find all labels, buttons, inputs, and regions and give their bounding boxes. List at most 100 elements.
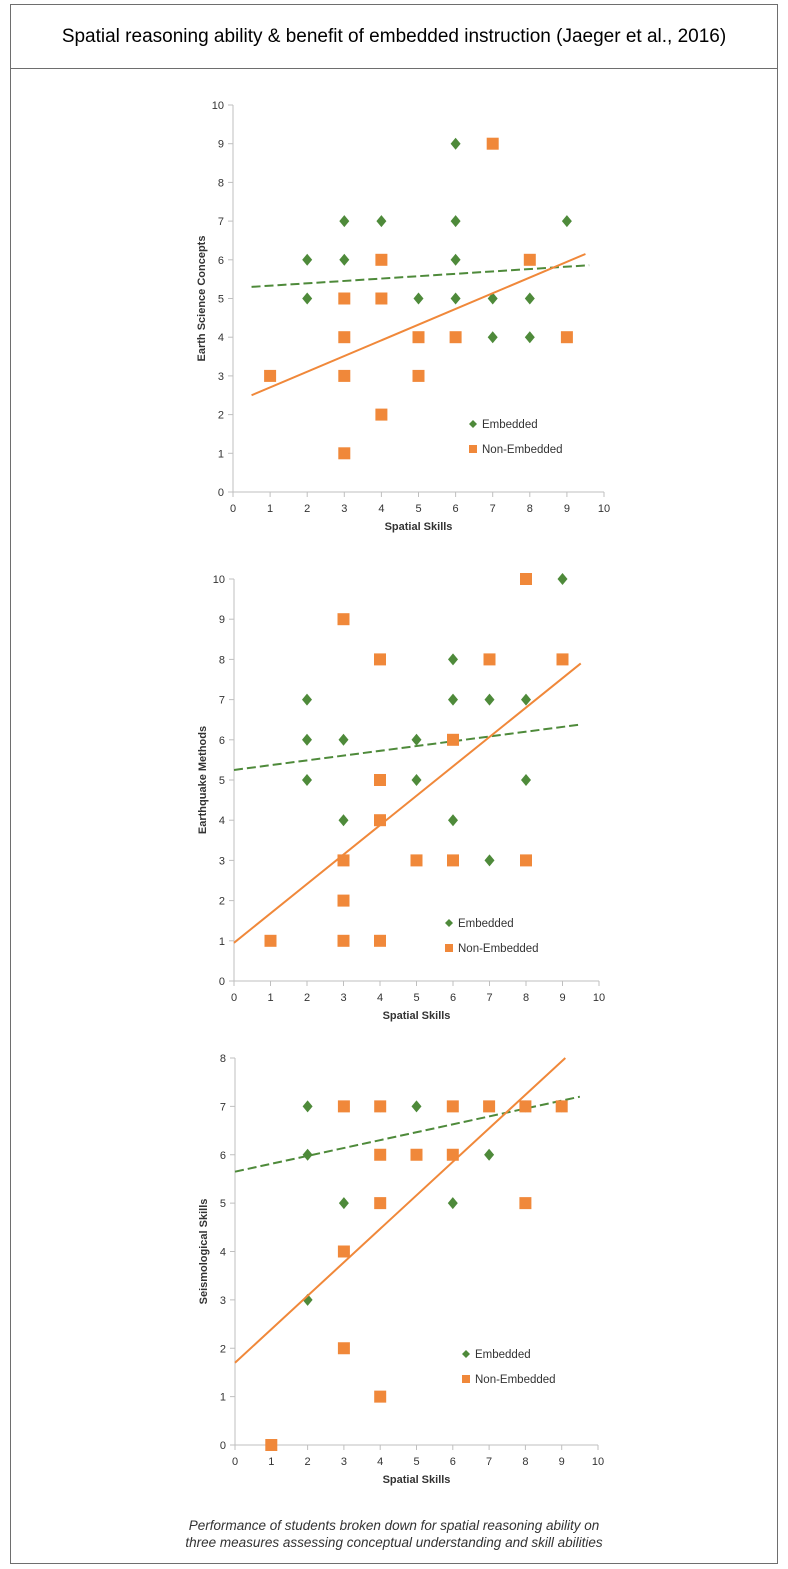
- x-tick-label: 6: [450, 992, 456, 1004]
- chart-earthquake-methods: 0 1 2 3 4 5 6 7 8 9 10 0 1 2 3 4 5 6 7 8 9 10 Spatial Skills Ea…: [197, 573, 605, 1022]
- series-non-embedded: [264, 573, 569, 947]
- caption-line-2: three measures assessing conceptual unde…: [185, 1535, 603, 1550]
- x-tick-label: 10: [592, 1456, 604, 1468]
- y-tick-label: 3: [218, 371, 224, 383]
- data-point-non-embedded: [374, 653, 386, 666]
- data-point-non-embedded: [560, 331, 573, 344]
- y-tick-label: 6: [220, 1150, 226, 1162]
- y-tick-label: 1: [219, 936, 225, 948]
- legend-marker-non-embedded: [445, 944, 453, 952]
- data-point-non-embedded: [486, 137, 499, 150]
- y-tick-label: 2: [219, 896, 225, 908]
- data-point-non-embedded: [337, 934, 350, 947]
- data-point-embedded: [338, 1197, 349, 1210]
- x-tick-label: 2: [304, 503, 310, 515]
- x-tick-label: 1: [268, 1456, 274, 1468]
- data-point-non-embedded: [337, 894, 350, 907]
- data-point-embedded: [302, 774, 312, 786]
- data-point-non-embedded: [556, 653, 569, 666]
- data-point-embedded: [524, 292, 535, 305]
- data-point-non-embedded: [410, 1148, 423, 1161]
- data-point-embedded: [448, 653, 458, 666]
- data-point-non-embedded: [375, 292, 388, 305]
- x-axis-label: Spatial Skills: [385, 521, 453, 533]
- data-point-embedded: [447, 1197, 458, 1210]
- legend-label: Embedded: [482, 419, 538, 431]
- data-point-non-embedded: [374, 1100, 387, 1113]
- data-point-non-embedded: [449, 331, 462, 344]
- x-tick-label: 8: [523, 992, 529, 1004]
- data-point-non-embedded: [338, 447, 351, 460]
- data-point-non-embedded: [374, 934, 386, 947]
- data-point-embedded: [524, 331, 535, 344]
- y-tick-label: 10: [213, 574, 225, 586]
- data-point-non-embedded: [265, 1439, 278, 1451]
- data-point-embedded: [302, 1100, 313, 1113]
- data-point-non-embedded: [412, 331, 425, 344]
- y-tick-label: 7: [219, 695, 225, 707]
- data-point-non-embedded: [374, 1197, 387, 1210]
- y-tick-label: 8: [218, 177, 224, 189]
- y-axis-label: Earth Science Concepts: [196, 236, 208, 362]
- data-point-non-embedded: [374, 1390, 387, 1403]
- caption-line-1: Performance of students broken down for …: [188, 1518, 600, 1533]
- legend-marker-embedded: [462, 1350, 470, 1358]
- page-title: Spatial reasoning ability & benefit of e…: [61, 25, 727, 47]
- trendline-embedded: [251, 264, 590, 288]
- data-point-non-embedded: [483, 653, 496, 666]
- y-tick-label: 5: [219, 775, 225, 787]
- data-point-non-embedded: [338, 369, 351, 382]
- data-point-embedded: [302, 1148, 313, 1161]
- y-tick-label: 10: [212, 100, 224, 112]
- data-point-embedded: [411, 733, 422, 746]
- series-non-embedded: [265, 1100, 568, 1451]
- x-tick-label: 4: [377, 992, 383, 1004]
- x-tick-label: 7: [486, 992, 492, 1004]
- data-point-non-embedded: [375, 408, 388, 421]
- data-point-embedded: [376, 215, 387, 228]
- x-tick-label: 3: [340, 992, 346, 1004]
- legend-marker-embedded: [445, 919, 453, 927]
- data-point-embedded: [411, 1100, 422, 1113]
- x-tick-label: 3: [341, 503, 347, 515]
- y-tick-label: 2: [220, 1343, 226, 1355]
- y-tick-label: 9: [218, 139, 224, 151]
- data-point-non-embedded: [523, 253, 536, 266]
- legend-label: Non-Embedded: [482, 444, 563, 456]
- data-point-embedded: [450, 137, 461, 150]
- y-tick-label: 8: [219, 654, 225, 666]
- series-embedded: [302, 137, 572, 344]
- legend-label: Non-Embedded: [475, 1374, 556, 1386]
- x-tick-label: 6: [453, 503, 459, 515]
- data-point-embedded: [484, 854, 495, 867]
- figure-frame: Spatial reasoning ability & benefit of e…: [10, 4, 778, 1564]
- y-tick-label: 7: [218, 216, 224, 228]
- data-point-embedded: [521, 693, 531, 706]
- x-tick-label: 9: [559, 1456, 565, 1468]
- data-point-non-embedded: [337, 1100, 350, 1113]
- data-point-non-embedded: [520, 854, 532, 867]
- x-tick-label: 0: [230, 503, 236, 515]
- data-point-non-embedded: [375, 253, 388, 266]
- figure-caption: Performance of students broken down for …: [11, 1517, 777, 1551]
- y-tick-label: 0: [219, 976, 225, 988]
- x-tick-label: 9: [559, 992, 565, 1004]
- x-tick-label: 7: [490, 503, 496, 515]
- trendline-non-embedded: [251, 253, 586, 397]
- x-tick-label: 2: [304, 992, 310, 1004]
- y-tick-label: 9: [219, 614, 225, 626]
- data-point-non-embedded: [337, 1245, 350, 1258]
- data-point-embedded: [557, 573, 568, 585]
- y-tick-label: 5: [220, 1198, 226, 1210]
- data-point-embedded: [484, 693, 495, 706]
- x-tick-label: 5: [413, 1456, 419, 1468]
- data-point-non-embedded: [519, 1100, 532, 1113]
- data-point-non-embedded: [412, 369, 425, 382]
- y-tick-label: 1: [218, 448, 224, 460]
- y-tick-label: 8: [220, 1053, 226, 1065]
- header: Spatial reasoning ability & benefit of e…: [11, 5, 777, 69]
- data-point-non-embedded: [447, 733, 459, 746]
- x-tick-label: 5: [413, 992, 419, 1004]
- data-point-embedded: [302, 292, 313, 305]
- legend-marker-embedded: [469, 420, 477, 428]
